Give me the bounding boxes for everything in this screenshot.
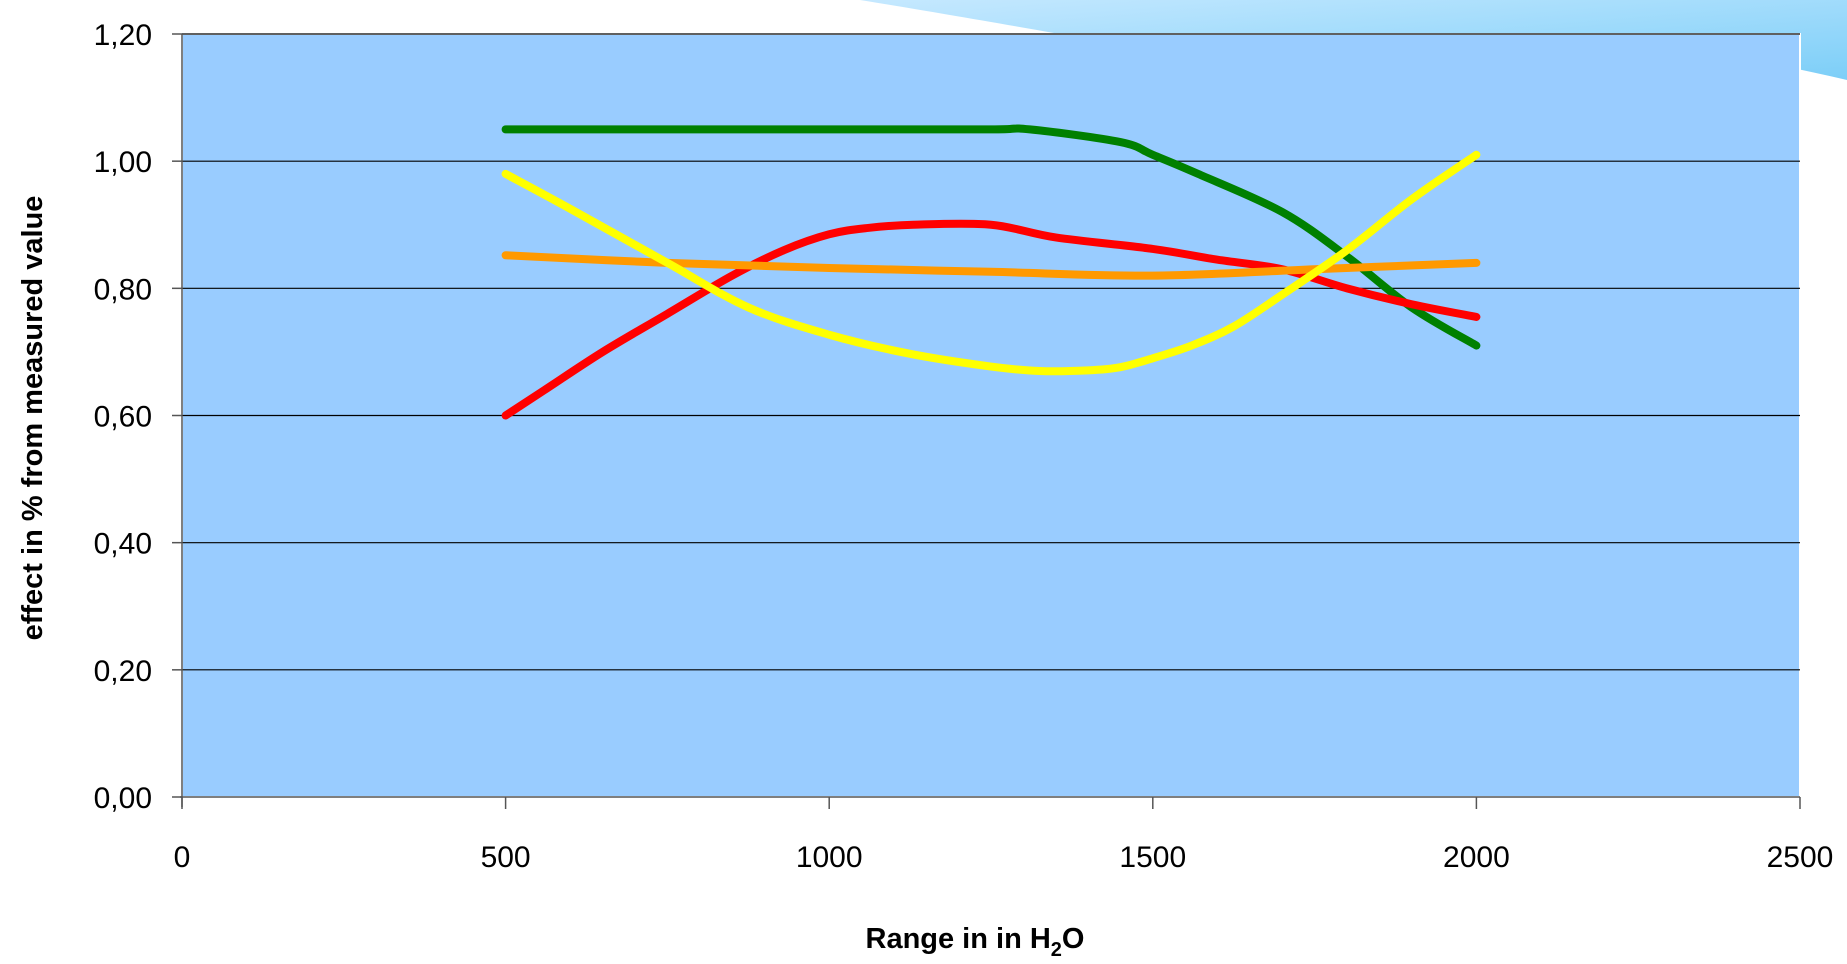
y-tick-labels: 0,00 0,20 0,40 0,60 0,80 1,00 1,20 [94, 19, 152, 815]
x-tick-labels: 0 500 1000 1500 2000 2500 [174, 841, 1834, 874]
y-tick-label: 0,60 [94, 401, 152, 434]
axes [172, 33, 1801, 809]
x-tick-label: 2000 [1443, 841, 1510, 874]
x-tick-label: 500 [481, 841, 531, 874]
x-axis-title-main: Range in in H [866, 923, 1051, 955]
y-tick-label: 0,40 [94, 528, 152, 561]
series-line-4 [501, 150, 1481, 376]
x-tick-label: 1000 [796, 841, 863, 874]
y-tick-label: 1,00 [94, 146, 152, 179]
x-axis-title-suffix: O [1062, 923, 1085, 955]
x-tick-label: 0 [174, 841, 191, 874]
y-tick-label: 1,20 [94, 19, 152, 52]
decorative-swoosh [860, 0, 1847, 80]
x-tick-label: 2500 [1767, 841, 1834, 874]
series-line-1 [501, 124, 1481, 350]
series-lines [501, 124, 1481, 420]
y-axis-title: effect in % from measured value [17, 196, 49, 641]
x-axis-title-subscript: 2 [1051, 939, 1062, 961]
y-tick-label: 0,80 [94, 273, 152, 306]
y-tick-label: 0,00 [94, 782, 152, 815]
gridlines [182, 33, 1800, 671]
y-tick-label: 0,20 [94, 655, 152, 688]
x-axis-title: Range in in H2O [866, 923, 1085, 961]
x-tick-label: 1500 [1119, 841, 1186, 874]
